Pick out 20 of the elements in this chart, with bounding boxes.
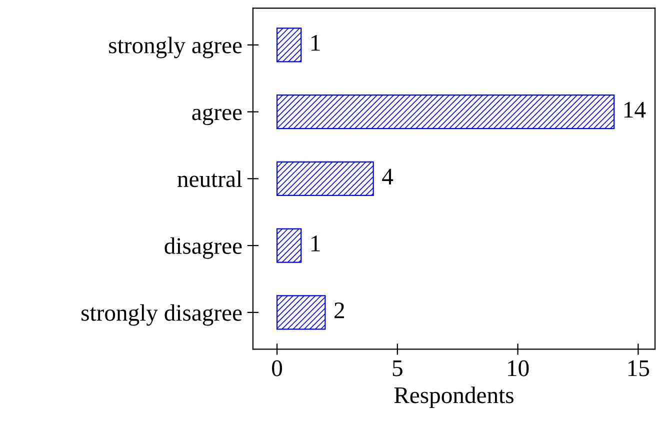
data-label: 1 bbox=[312, 35, 320, 51]
y-tick-label: strongly agree bbox=[109, 36, 242, 58]
bar bbox=[276, 295, 326, 330]
bar bbox=[276, 161, 374, 196]
data-label: 2 bbox=[334, 302, 344, 318]
x-tick-label: 10 bbox=[508, 360, 529, 376]
y-tick-label: neutral bbox=[178, 170, 242, 188]
data-label: 14 bbox=[624, 102, 646, 118]
x-tick-label: 5 bbox=[392, 360, 402, 376]
y-tick-label: agree bbox=[192, 108, 242, 126]
bar bbox=[276, 228, 302, 263]
x-axis-title: Respondents bbox=[394, 386, 514, 408]
data-label: 4 bbox=[382, 168, 394, 184]
bar bbox=[276, 28, 302, 62]
data-label: 1 bbox=[312, 236, 320, 252]
y-tick-label: disagree bbox=[164, 237, 242, 259]
bar bbox=[276, 94, 615, 130]
x-tick-label: 15 bbox=[628, 360, 650, 376]
y-tick-label: strongly disagree bbox=[82, 304, 242, 326]
x-tick-label: 0 bbox=[272, 360, 282, 376]
